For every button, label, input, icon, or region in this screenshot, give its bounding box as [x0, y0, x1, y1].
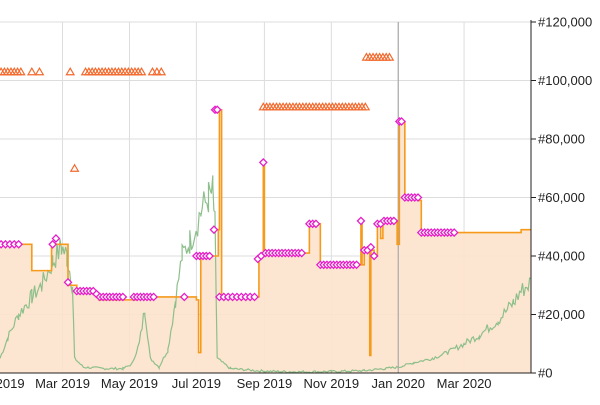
price-point-marker [179, 292, 189, 302]
price-point-marker [258, 157, 268, 167]
triangle-marker [156, 67, 167, 76]
price-point-marker [389, 216, 399, 226]
x-tick-label: Jan 2020 [372, 376, 426, 391]
triangle-marker [34, 67, 45, 76]
triangle-marker [65, 67, 76, 76]
price-area-fill [0, 109, 531, 373]
price-point-marker [48, 239, 58, 249]
price-point-marker [149, 292, 159, 302]
triangle-marker [26, 67, 37, 76]
price-point-marker [449, 228, 459, 238]
x-tick-labels: Jan 2019 Mar 2019 May 2019 Jul 2019 Sep 2019… [0, 376, 492, 391]
x-tick-label: Jan 2019 [0, 376, 25, 391]
price-point-marker [212, 105, 222, 115]
price-point-marker [413, 193, 423, 202]
y-tick-label: #20,000 [538, 307, 585, 322]
x-tick-label: Mar 2020 [437, 376, 492, 391]
x-tick-label: Jul 2019 [172, 376, 221, 391]
y-tick-label: #120,000 [538, 15, 592, 30]
price-point-marker [369, 251, 379, 261]
price-point-marker [397, 117, 406, 126]
y-tick-label: #80,000 [538, 132, 585, 147]
rank-line [0, 175, 532, 374]
price-point-marker [205, 251, 214, 261]
y-tick-label: #0 [538, 366, 552, 381]
price-point-marker [352, 260, 361, 270]
axes-layer [0, 20, 536, 374]
x-tick-label: Mar 2019 [35, 376, 90, 391]
price-point-marker [209, 225, 219, 235]
price-point-marker [14, 239, 24, 249]
triangle-markers-layer [0, 52, 395, 172]
x-tick-label: Nov 2019 [303, 376, 359, 391]
y-tick-labels: #0 #20,000 #40,000 #60,000 #80,000 #100,000 #1… [538, 15, 592, 381]
price-point-marker [366, 242, 376, 252]
rank-line-layer [0, 175, 532, 374]
y-tick-label: #60,000 [538, 190, 585, 205]
triangle-marker [360, 102, 371, 111]
price-point-marker [51, 234, 61, 243]
price-point-marker [250, 292, 259, 302]
price-point-marker [297, 248, 307, 258]
triangle-marker [384, 52, 395, 61]
price-markers-layer [0, 105, 459, 302]
price-fill-layer [0, 109, 531, 373]
triangle-marker [15, 67, 26, 76]
y-tick-label: #40,000 [538, 249, 585, 264]
price-point-marker [311, 219, 321, 229]
triangle-marker [69, 163, 80, 172]
price-point-marker [63, 277, 73, 287]
x-tick-label: Sep 2019 [237, 376, 293, 391]
y-tick-label: #100,000 [538, 73, 592, 88]
price-point-marker [118, 292, 128, 302]
x-tick-label: May 2019 [101, 376, 158, 391]
triangle-marker [136, 67, 147, 76]
price-point-marker [356, 216, 366, 226]
